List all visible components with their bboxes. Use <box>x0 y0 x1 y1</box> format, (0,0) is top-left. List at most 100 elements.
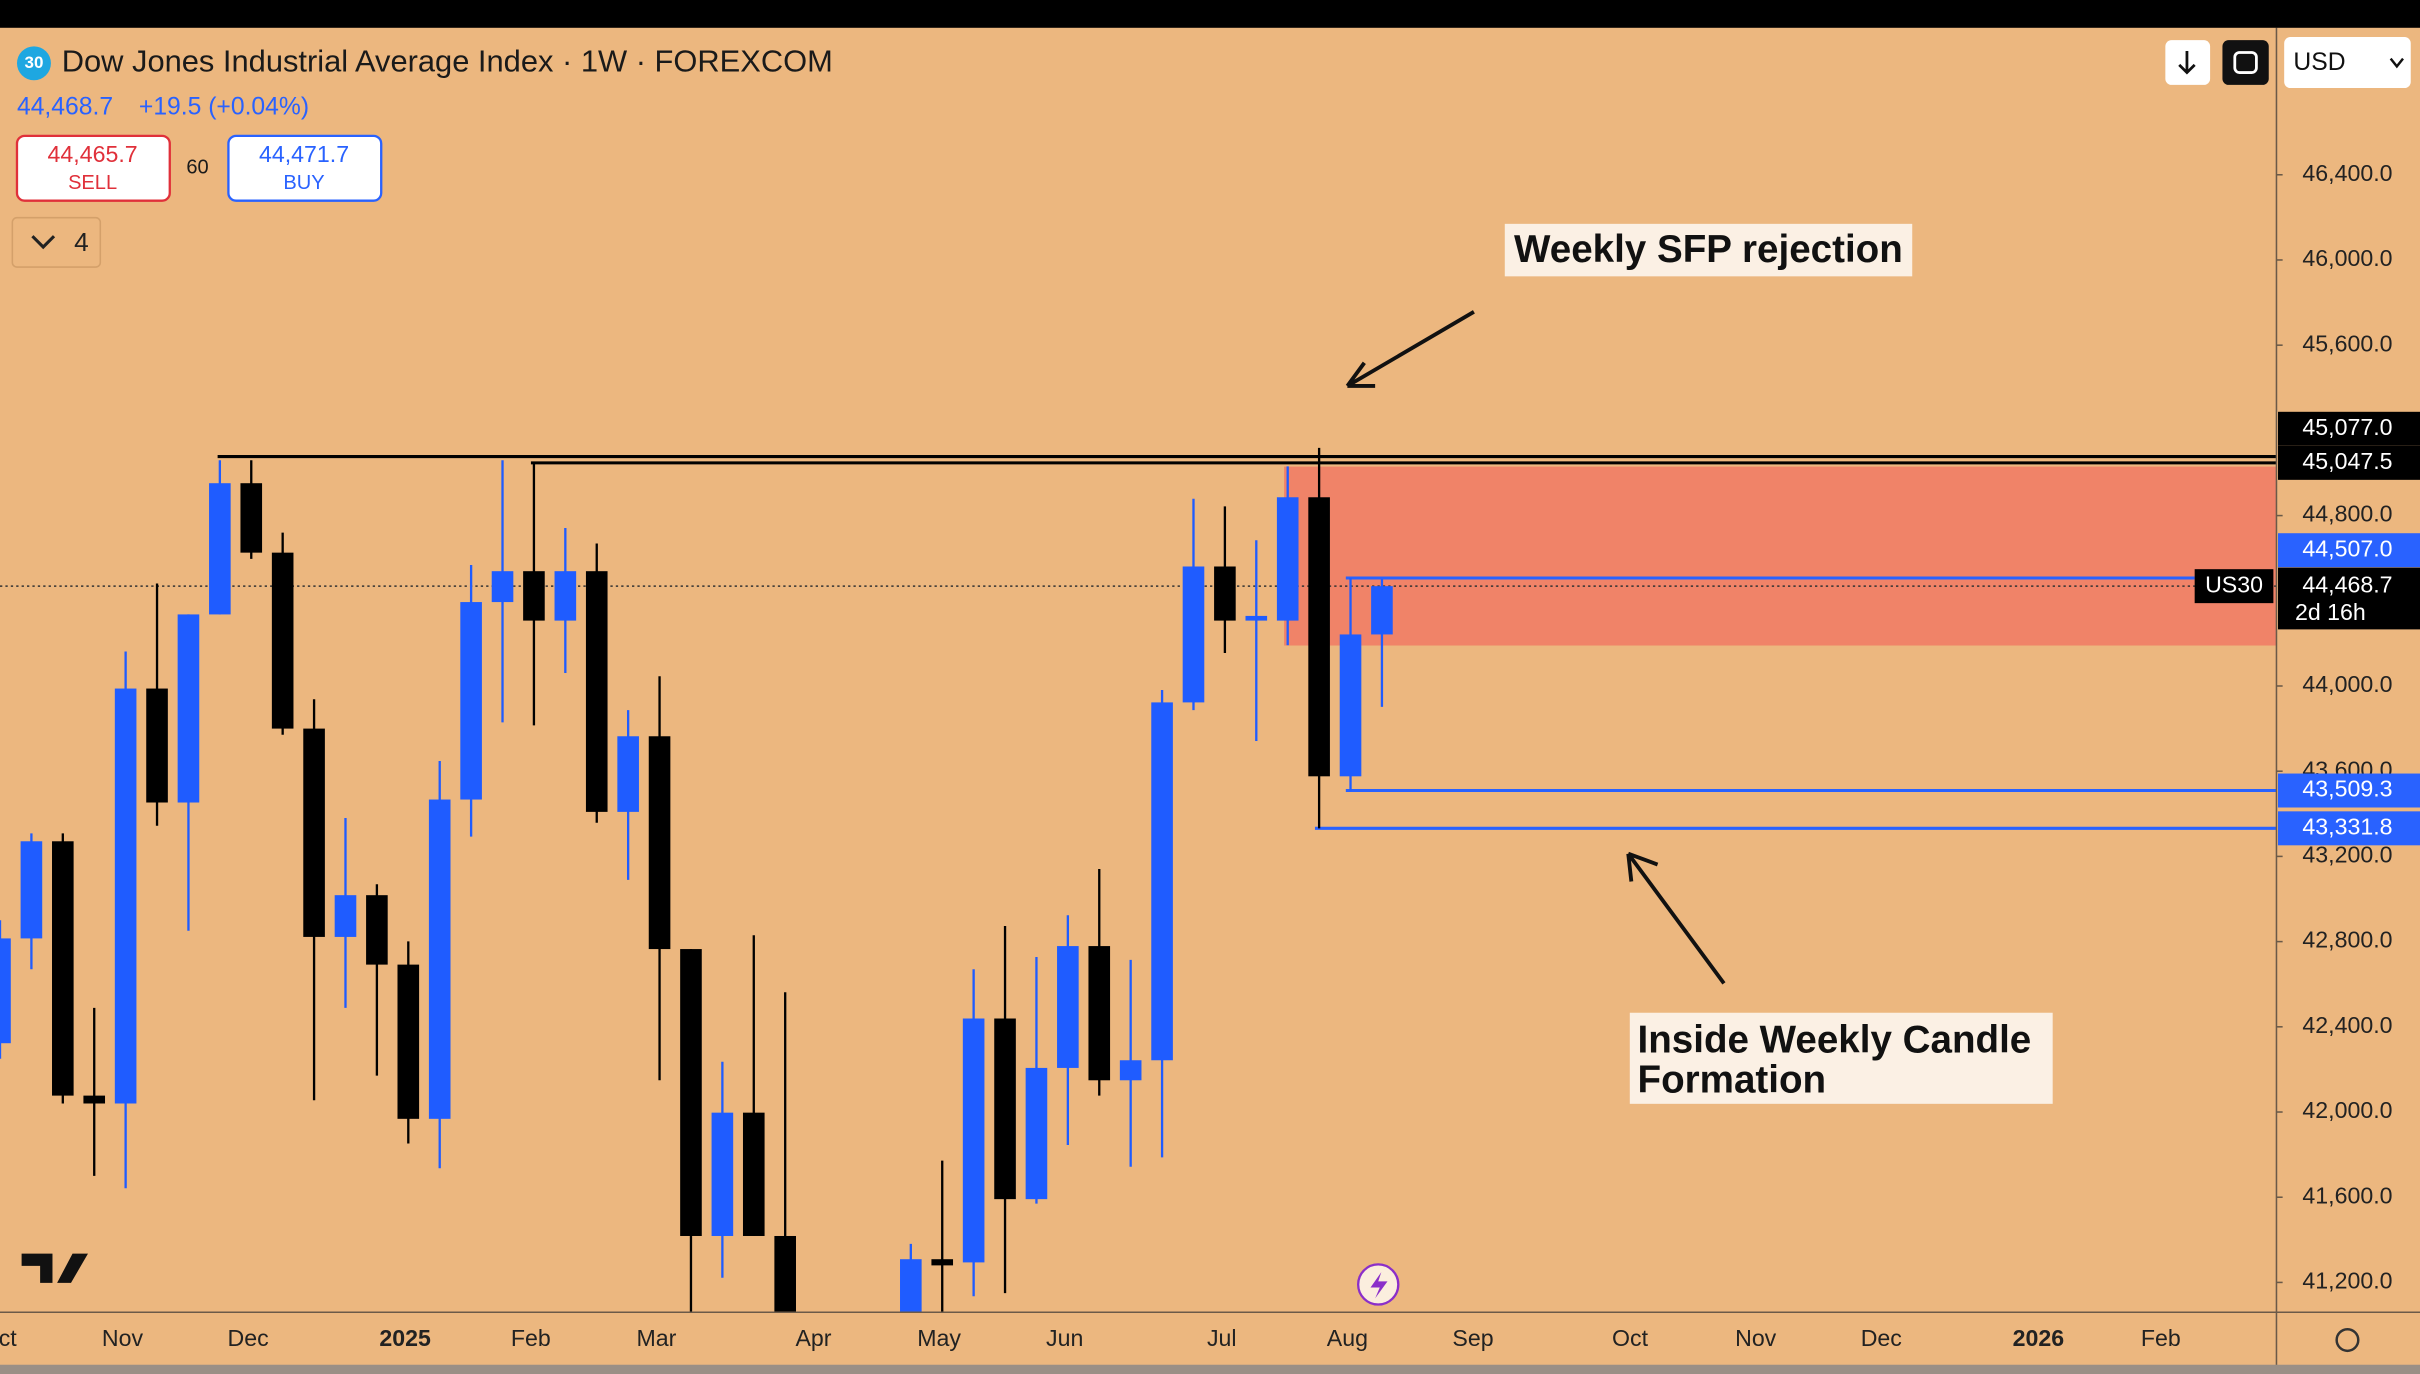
candle-body <box>742 1112 765 1236</box>
candle-body <box>146 688 168 803</box>
indicators-toggle[interactable] <box>11 216 102 268</box>
arrow <box>1626 851 1726 985</box>
candle-body <box>931 1259 954 1266</box>
x-tick-label: Nov <box>1735 1325 1777 1351</box>
sell-label: SELL <box>68 172 117 194</box>
candle-body <box>1214 566 1236 621</box>
sell-button[interactable] <box>15 134 171 202</box>
top-bar <box>0 0 2420 28</box>
price-tag-label: 43,509.3 <box>2302 776 2392 802</box>
candle-body <box>114 688 137 1104</box>
price-tag <box>2278 533 2420 568</box>
candle-body <box>271 552 294 729</box>
candle-body <box>554 571 577 621</box>
candle-body <box>711 1112 734 1236</box>
y-tick-label: 45,600.0 <box>2302 330 2392 356</box>
x-tick-label: Apr <box>795 1325 831 1351</box>
annotation-box <box>1629 1012 2053 1104</box>
candle-body <box>994 1018 1016 1200</box>
candle-body <box>366 895 388 965</box>
price-tag-label: 44,507.0 <box>2302 535 2392 561</box>
price-tag <box>2278 811 2420 846</box>
candle-body <box>1025 1067 1048 1200</box>
y-tick-label: 41,200.0 <box>2302 1268 2392 1294</box>
select-chevron <box>2389 57 2404 69</box>
x-tick-label: ct <box>0 1325 17 1351</box>
candle-body <box>428 799 451 1119</box>
y-tick-label: 43,200.0 <box>2302 842 2392 868</box>
candle-body <box>1245 615 1268 621</box>
fullscreen-button[interactable] <box>2222 40 2269 85</box>
supply-zone <box>1284 466 2277 646</box>
annotation-text: Weekly SFP rejection <box>1514 228 1903 271</box>
price-tag-label: 45,047.5 <box>2302 448 2392 474</box>
countdown-label: 2d 16h <box>2295 599 2366 625</box>
y-tick-label: 44,000.0 <box>2302 671 2392 697</box>
candle-body <box>1088 946 1111 1081</box>
candle-body <box>1151 702 1173 1061</box>
x-tick-label: Aug <box>1327 1325 1368 1351</box>
candle-body <box>1119 1060 1142 1081</box>
symbol-tag-label: US30 <box>2205 571 2263 597</box>
candle-body <box>1057 946 1079 1068</box>
x-tick-label: Nov <box>102 1325 144 1351</box>
bottom-bar <box>0 1364 2420 1374</box>
candle-body <box>1276 497 1299 621</box>
currency-select[interactable] <box>2284 37 2411 88</box>
spread: 60 <box>186 157 208 179</box>
candle-body <box>460 602 482 800</box>
candle-body <box>1182 566 1205 703</box>
y-tick-label: 42,800.0 <box>2302 927 2392 953</box>
annotation-box <box>1504 223 1913 277</box>
current-price-label: 44,468.7 <box>2302 571 2392 597</box>
y-tick-label: 42,400.0 <box>2302 1012 2392 1038</box>
candle-body <box>1371 586 1393 635</box>
candle-body <box>617 736 639 812</box>
y-tick-label: 44,800.0 <box>2302 501 2392 527</box>
candle-body <box>962 1018 985 1263</box>
y-tick-label: 41,600.0 <box>2302 1182 2392 1208</box>
y-tick-label: 46,400.0 <box>2302 160 2392 186</box>
indicators-count: 4 <box>74 227 89 257</box>
candle-body <box>209 483 231 615</box>
candle-body <box>177 614 200 803</box>
x-tick-label: 2025 <box>379 1325 431 1351</box>
price-tag <box>2278 773 2420 808</box>
symbol-tag <box>2194 569 2274 604</box>
price-tag <box>2278 445 2420 480</box>
candle-body <box>303 728 325 937</box>
x-tick-label: Mar <box>636 1325 676 1351</box>
settings-icon[interactable] <box>2335 1327 2360 1353</box>
x-tick-label: Feb <box>2141 1325 2181 1351</box>
candle-body <box>900 1259 922 1313</box>
x-tick-label: Oct <box>1612 1325 1649 1351</box>
x-tick-label: Dec <box>228 1325 269 1351</box>
candle-body <box>648 736 671 950</box>
candle-body <box>774 1235 796 1313</box>
candle-body <box>585 571 608 812</box>
annotation-text: Formation <box>1638 1058 1827 1101</box>
candle-body <box>1308 497 1330 777</box>
candle-body <box>523 571 545 621</box>
sell-price: 44,465.7 <box>48 141 138 167</box>
price-change: +19.5 (+0.04%) <box>139 94 309 121</box>
chevron-icon <box>31 235 56 250</box>
y-tick-label: 46,000.0 <box>2302 245 2392 271</box>
annotation-text: Inside Weekly Candle <box>1638 1018 2032 1061</box>
currency-label: USD <box>2293 49 2345 76</box>
x-tick-label: Sep <box>1452 1325 1493 1351</box>
buy-button[interactable] <box>227 134 383 202</box>
x-tick-label: Dec <box>1861 1325 1902 1351</box>
x-tick-label: Feb <box>511 1325 551 1351</box>
y-tick-label: 42,000.0 <box>2302 1097 2392 1123</box>
chart-title: Dow Jones Industrial Average Index · 1W … <box>62 43 833 78</box>
lightning-icon <box>1370 1272 1388 1299</box>
arrow <box>1345 310 1475 388</box>
candle-body <box>83 1095 106 1104</box>
candle-body <box>397 964 420 1119</box>
candle-body <box>20 841 43 939</box>
download-icon <box>2178 50 2196 75</box>
x-tick-label: May <box>917 1325 961 1351</box>
